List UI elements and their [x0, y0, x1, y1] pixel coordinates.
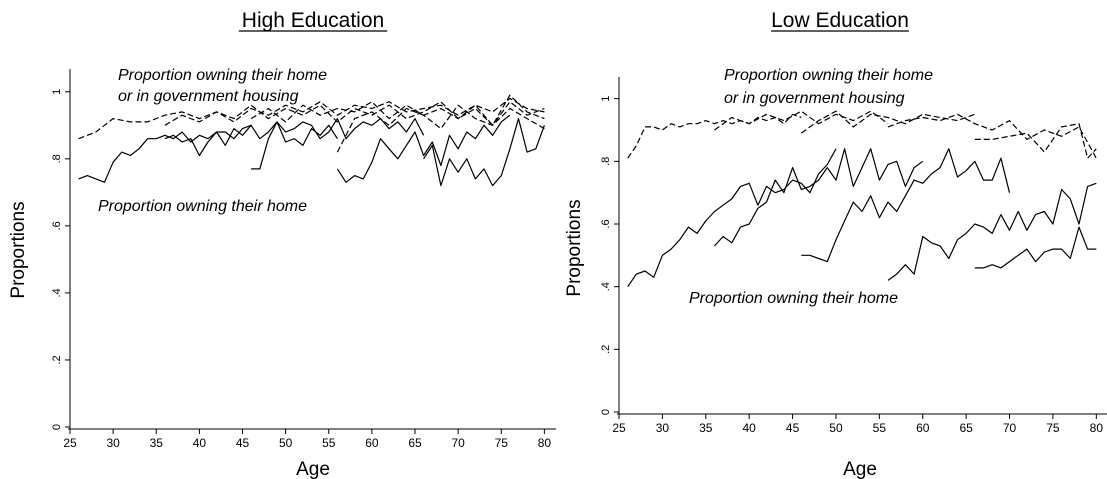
x-axis-label: Age	[843, 459, 877, 479]
y-tick-label: .4	[51, 288, 63, 297]
x-tick-label: 60	[916, 421, 930, 435]
series-line-solid	[164, 121, 338, 157]
series-line-solid	[336, 114, 511, 183]
y-tick-label: .2	[600, 345, 612, 354]
series-line-solid	[801, 148, 1011, 263]
series-line-dashed	[887, 113, 1097, 159]
x-tick-label: 40	[193, 436, 207, 450]
x-axis-label: Age	[296, 459, 330, 479]
series-line-dashed	[627, 113, 802, 159]
chart-title: Low Education	[771, 9, 909, 32]
x-tick-label: 70	[451, 436, 465, 450]
x-tick-label: 45	[786, 421, 800, 435]
y-tick-label: .8	[600, 157, 612, 166]
y-tick-label: .4	[600, 282, 612, 291]
x-tick-label: 65	[959, 421, 973, 435]
annotation-label: or in government housing	[118, 88, 299, 105]
series-line-dashed	[336, 104, 545, 153]
x-tick-label: 30	[656, 421, 670, 435]
x-tick-label: 55	[322, 436, 336, 450]
y-tick-label: 0	[51, 424, 63, 430]
panel-high-education: High Education 0 .2 .4 .6 .8 1 25 30 35 40 45 50 55 60…	[8, 9, 556, 479]
x-tick-label: 35	[699, 421, 713, 435]
x-tick-label: 40	[742, 421, 756, 435]
series-line-solid	[714, 148, 924, 247]
series-line-dashed	[800, 110, 976, 134]
y-tick-label: .6	[51, 221, 63, 230]
x-tick-label: 25	[63, 436, 77, 450]
y-axis-label: Proportions	[8, 201, 29, 298]
series-line-solid	[251, 117, 425, 170]
x-tick-label: 45	[236, 436, 250, 450]
y-tick-label: 0	[600, 409, 612, 415]
x-tick-label: 80	[538, 436, 552, 450]
series-line-dashed	[250, 94, 545, 126]
x-tick-label: 30	[106, 436, 120, 450]
x-tick-label: 65	[408, 436, 422, 450]
x-tick-label: 50	[279, 436, 293, 450]
x-tick-label: 25	[612, 421, 626, 435]
y-tick-label: 1	[51, 89, 63, 95]
series-line-solid	[423, 117, 545, 187]
annotation-label: Proportion owning their home	[689, 290, 898, 307]
y-axis-label: Proportions	[564, 199, 585, 296]
y-tick-label: 1	[600, 96, 612, 102]
series-line-solid	[974, 226, 1097, 269]
series-line-dashed	[974, 123, 1097, 159]
annotation-label: Proportion owning their home	[98, 198, 307, 215]
x-tick-label: 60	[365, 436, 379, 450]
annotation-label: or in government housing	[724, 90, 905, 107]
annotation-label: Proportion owning their home	[118, 67, 327, 84]
chart-title: High Education	[242, 9, 384, 32]
series-line-solid	[78, 124, 252, 183]
series-line-solid	[627, 148, 837, 288]
y-tick-label: .2	[51, 355, 63, 364]
series-line-dashed	[78, 97, 545, 140]
x-tick-label: 70	[1003, 421, 1017, 435]
series-line-solid	[887, 182, 1097, 281]
y-tick-label: .6	[600, 219, 612, 228]
x-tick-label: 75	[495, 436, 509, 450]
x-tick-label: 35	[150, 436, 164, 450]
x-tick-label: 55	[873, 421, 887, 435]
x-tick-label: 50	[829, 421, 843, 435]
x-tick-label: 75	[1046, 421, 1060, 435]
x-tick-label: 80	[1090, 421, 1104, 435]
panel-low-education: Low Education 0 .2 .4 .6 .8 1 25 30 35 40 45 50 55 60 6…	[564, 9, 1107, 479]
y-tick-label: .8	[51, 154, 63, 163]
annotation-label: Proportion owning their home	[724, 67, 933, 84]
series-line-dashed	[714, 110, 889, 131]
